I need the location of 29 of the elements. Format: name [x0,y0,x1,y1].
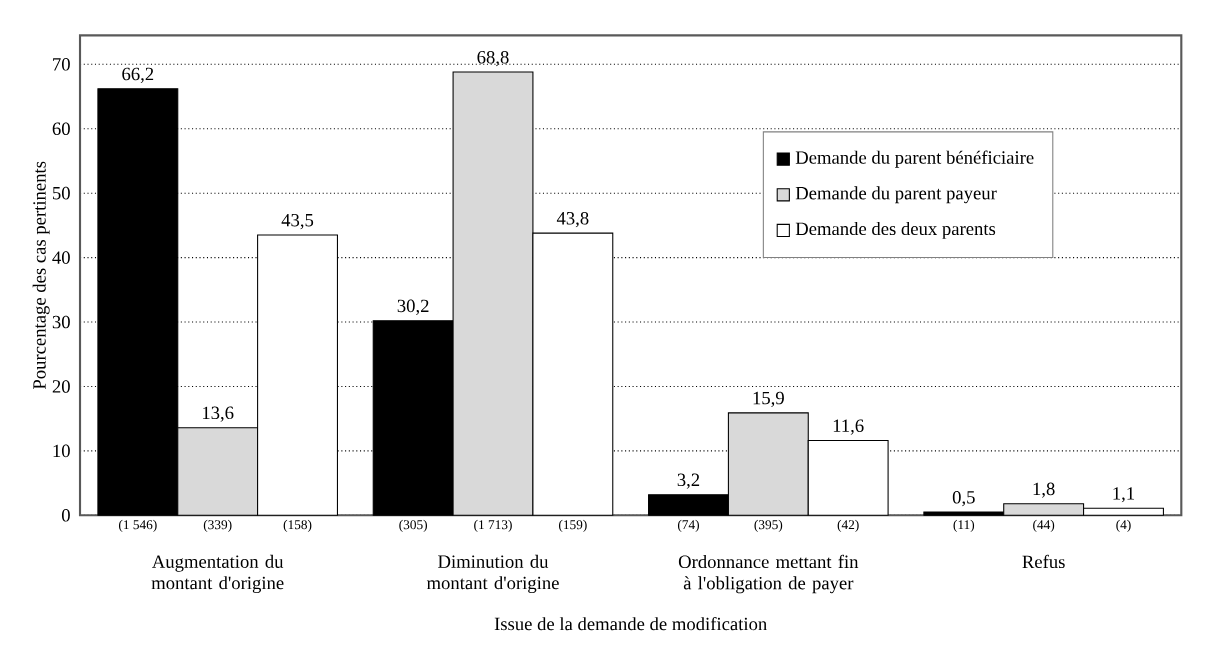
x-tick-label: Ordonnance mettant fin à l'obligation de payer [678,554,859,594]
y-tick-label: 70 [53,58,70,71]
y-tick-label: 40 [52,251,70,264]
legend-label: Demande du parent payeur [795,186,997,204]
data-label: 11,6 [833,419,864,435]
x-axis-title: Issue de la demande de modification [494,616,767,631]
x-tick-label: Augmentation du montant d'origine [151,554,284,594]
y-tick-label: 0 [61,509,70,522]
data-label: 13,6 [202,406,234,422]
y-tick-label: 30 [52,315,70,329]
data-label: 15,9 [753,391,784,408]
data-label: 43,8 [556,211,589,228]
data-label: 0,5 [952,490,975,507]
data-label: 66,2 [122,67,154,83]
data-label: 1,1 [1113,487,1135,503]
y-tick-label: 10 [53,444,70,458]
y-axis-title: Pourcentage des cas pertinents [32,161,50,390]
x-tick-label: Refus [1022,554,1065,569]
x-tick-label: Diminution du montant d'origine [426,554,559,594]
data-label: 43,5 [281,213,314,230]
legend-label: Demande des deux parents [795,221,996,239]
data-label: 68,8 [477,50,509,67]
data-label: 1,8 [1033,482,1055,498]
legend-label: Demande du parent bénéficiaire [795,150,1034,168]
y-tick-label: 60 [52,122,70,136]
data-label: 3,2 [677,473,700,489]
y-tick-label: 20 [52,380,70,393]
data-label: 30,2 [397,299,429,315]
y-tick-label: 50 [53,186,70,200]
